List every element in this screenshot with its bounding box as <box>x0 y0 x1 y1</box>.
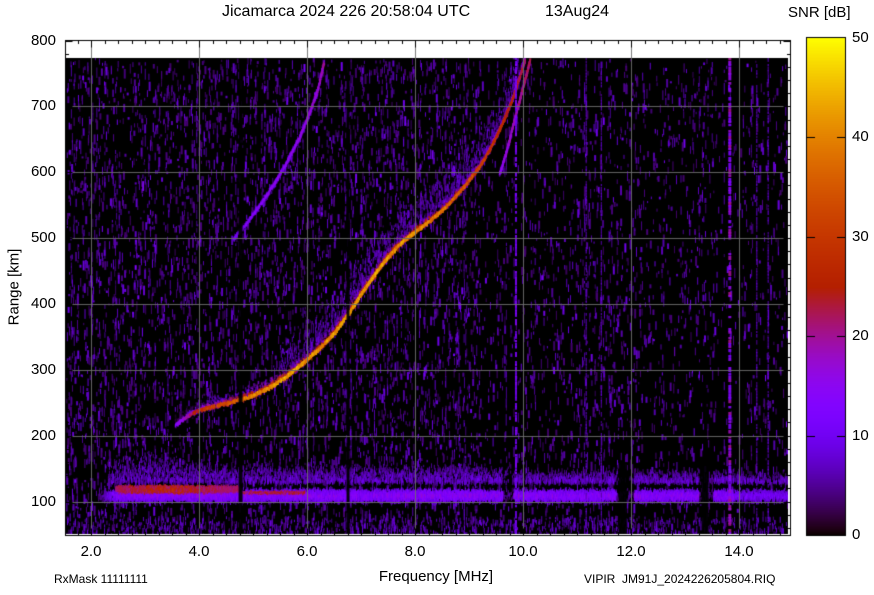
x-axis-label: Frequency [MHz] <box>378 568 494 585</box>
y-tick-label: 500 <box>30 229 56 247</box>
colorbar-tick-label: 50 <box>852 29 869 46</box>
colorbar-tick-label: 10 <box>852 426 869 444</box>
file-label: VIPIR JM91J_2024226205804.RIQ <box>584 572 776 586</box>
chart-date: 13Aug24 <box>545 3 610 20</box>
rxmask-label: RxMask 11111111 <box>54 572 148 586</box>
y-tick-label: 600 <box>30 163 56 181</box>
x-tick-label: 8.0 <box>404 543 426 560</box>
colorbar-title: SNR [dB] <box>788 4 851 21</box>
colorbar-tick-label: 40 <box>852 128 869 146</box>
y-axis-label: Range [km] <box>5 248 23 326</box>
x-tick-label: 12.0 <box>616 543 646 560</box>
y-tick-label: 300 <box>30 360 56 378</box>
colorbar-tick-label: 30 <box>852 227 869 245</box>
x-tick-label: 14.0 <box>724 543 754 560</box>
y-tick-label: 800 <box>30 31 56 49</box>
colorbar-tick-label: 20 <box>852 327 869 345</box>
x-tick-label: 10.0 <box>508 543 538 560</box>
y-tick-label: 700 <box>30 97 56 115</box>
y-tick-label: 200 <box>30 426 56 444</box>
x-tick-label: 4.0 <box>188 543 210 560</box>
y-tick-label: 400 <box>30 294 56 312</box>
chart-title: Jicamarca 2024 226 20:58:04 UTC <box>222 3 471 20</box>
x-tick-label: 2.0 <box>80 543 102 560</box>
y-tick-label: 100 <box>30 492 56 510</box>
x-tick-label: 6.0 <box>296 543 318 560</box>
colorbar-tick-label: 0 <box>852 526 861 543</box>
